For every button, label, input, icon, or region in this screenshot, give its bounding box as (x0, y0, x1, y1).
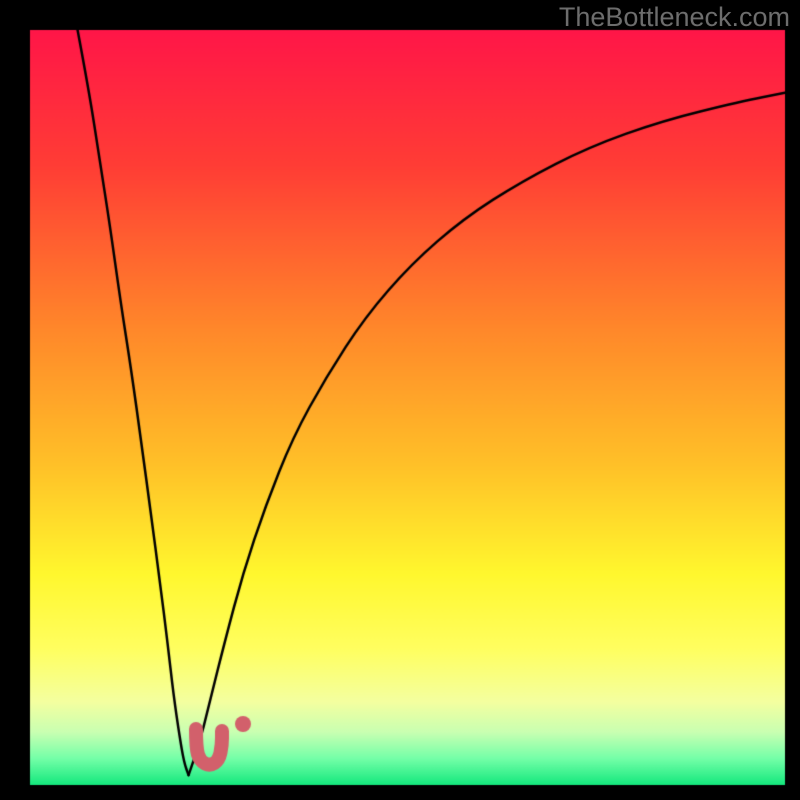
chart-stage: TheBottleneck.com (0, 0, 800, 800)
bottleneck-chart (0, 0, 800, 800)
watermark-text: TheBottleneck.com (559, 2, 790, 33)
